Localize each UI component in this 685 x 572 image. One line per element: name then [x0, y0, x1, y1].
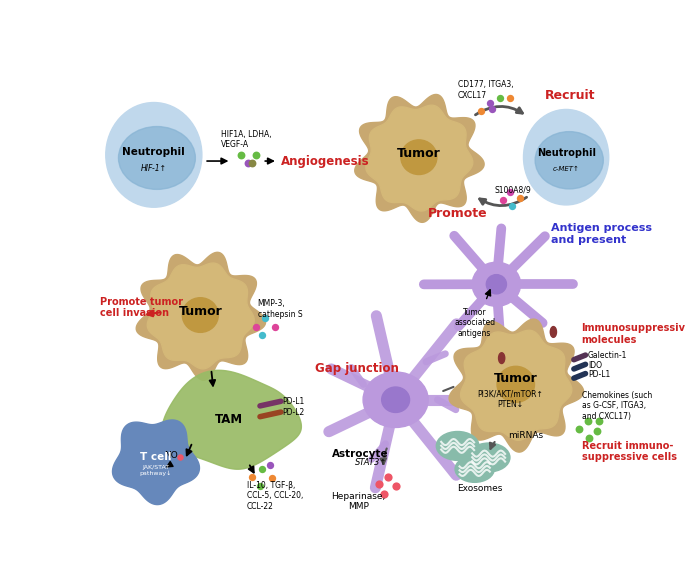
- Point: [582, 417, 593, 426]
- Point: [514, 193, 525, 202]
- Point: [379, 489, 390, 498]
- Ellipse shape: [472, 262, 521, 306]
- Text: Tumor: Tumor: [494, 372, 538, 385]
- Text: S100A8/9: S100A8/9: [495, 186, 532, 195]
- Point: [257, 331, 268, 340]
- Point: [243, 158, 254, 167]
- Text: Tumor: Tumor: [397, 147, 440, 160]
- Point: [593, 417, 604, 426]
- Ellipse shape: [523, 109, 609, 205]
- Text: PD-L2: PD-L2: [282, 408, 305, 418]
- Point: [485, 98, 496, 107]
- Point: [251, 322, 262, 331]
- Text: HIF-1↑: HIF-1↑: [141, 164, 167, 173]
- Text: Promote tumor
cell invasion: Promote tumor cell invasion: [99, 296, 183, 318]
- Text: IL-10, TGF-β,
CCL-5, CCL-20,
CCL-22: IL-10, TGF-β, CCL-5, CCL-20, CCL-22: [247, 481, 303, 511]
- Text: Tumor
associated
antigens: Tumor associated antigens: [454, 308, 495, 337]
- Text: Exosomes: Exosomes: [457, 484, 502, 493]
- Point: [495, 93, 506, 102]
- Polygon shape: [147, 263, 254, 369]
- Point: [475, 106, 486, 116]
- Text: Immunosuppressive
molecules: Immunosuppressive molecules: [582, 324, 685, 345]
- Text: c-MET↑: c-MET↑: [553, 166, 580, 172]
- Text: Chemokines (such
as G-CSF, ITGA3,
and CXCL17): Chemokines (such as G-CSF, ITGA3, and CX…: [582, 391, 652, 421]
- Text: Tumor: Tumor: [179, 305, 222, 317]
- Point: [505, 187, 516, 196]
- Text: PD-L1: PD-L1: [588, 370, 610, 379]
- Point: [266, 474, 277, 483]
- Text: CD177, ITGA3,
CXCL17: CD177, ITGA3, CXCL17: [458, 81, 513, 100]
- Point: [247, 472, 258, 481]
- Polygon shape: [449, 319, 584, 452]
- Text: STAT3↑: STAT3↑: [355, 458, 387, 467]
- Text: Angiogenesis: Angiogenesis: [281, 154, 369, 168]
- Polygon shape: [112, 420, 199, 505]
- Point: [255, 482, 266, 491]
- Text: Heparinase,
MMP: Heparinase, MMP: [332, 492, 386, 511]
- Text: PD-L1: PD-L1: [282, 397, 305, 406]
- Point: [497, 195, 508, 204]
- Ellipse shape: [105, 102, 202, 207]
- Text: HIF1A, LDHA,
VEGF-A: HIF1A, LDHA, VEGF-A: [221, 130, 272, 149]
- Text: TAM: TAM: [215, 413, 243, 426]
- Text: Recruit immuno-
suppressive cells: Recruit immuno- suppressive cells: [582, 440, 677, 462]
- Text: miRNAs: miRNAs: [508, 431, 543, 440]
- Point: [592, 426, 603, 435]
- Text: Astrocyte: Astrocyte: [332, 448, 389, 459]
- Text: JAK/STAT
pathway↓: JAK/STAT pathway↓: [139, 465, 171, 476]
- Text: IDO: IDO: [588, 360, 602, 370]
- Text: Neutrophil: Neutrophil: [123, 147, 185, 157]
- Ellipse shape: [486, 275, 506, 294]
- Ellipse shape: [550, 327, 556, 337]
- Point: [373, 480, 384, 489]
- Point: [235, 150, 246, 160]
- Ellipse shape: [535, 132, 603, 189]
- Text: PTEN↓: PTEN↓: [497, 400, 523, 409]
- Text: Antigen process
and present: Antigen process and present: [551, 224, 651, 245]
- Ellipse shape: [436, 431, 479, 460]
- Text: Galectin-1: Galectin-1: [588, 351, 627, 360]
- Ellipse shape: [467, 443, 510, 472]
- Text: Gap junction: Gap junction: [315, 363, 399, 375]
- Ellipse shape: [382, 387, 410, 412]
- Text: T cell: T cell: [140, 452, 171, 463]
- Point: [257, 464, 268, 474]
- Ellipse shape: [182, 297, 219, 332]
- Text: PI3K/AKT/mTOR↑: PI3K/AKT/mTOR↑: [477, 389, 543, 398]
- Point: [573, 424, 584, 434]
- Text: MMP-3,
cathepsin S: MMP-3, cathepsin S: [258, 299, 302, 319]
- Point: [390, 482, 401, 491]
- Point: [487, 104, 498, 113]
- Point: [506, 201, 517, 210]
- Ellipse shape: [363, 372, 428, 427]
- Text: NO: NO: [164, 451, 177, 460]
- Text: Neutrophil: Neutrophil: [536, 148, 596, 158]
- Polygon shape: [162, 370, 301, 469]
- Point: [175, 453, 186, 462]
- Polygon shape: [355, 94, 484, 223]
- Ellipse shape: [497, 366, 534, 402]
- Point: [251, 150, 262, 160]
- Ellipse shape: [455, 456, 495, 482]
- Ellipse shape: [499, 353, 505, 364]
- Polygon shape: [136, 252, 266, 380]
- Point: [264, 460, 275, 470]
- Ellipse shape: [119, 126, 195, 189]
- Text: Promote: Promote: [428, 207, 488, 220]
- Point: [260, 313, 271, 323]
- Polygon shape: [460, 330, 572, 440]
- Point: [584, 434, 595, 443]
- Point: [247, 159, 258, 168]
- Point: [505, 93, 516, 102]
- Point: [269, 323, 280, 332]
- Point: [382, 472, 393, 481]
- Ellipse shape: [401, 140, 437, 174]
- Text: Recruit: Recruit: [545, 89, 596, 102]
- Polygon shape: [366, 105, 473, 211]
